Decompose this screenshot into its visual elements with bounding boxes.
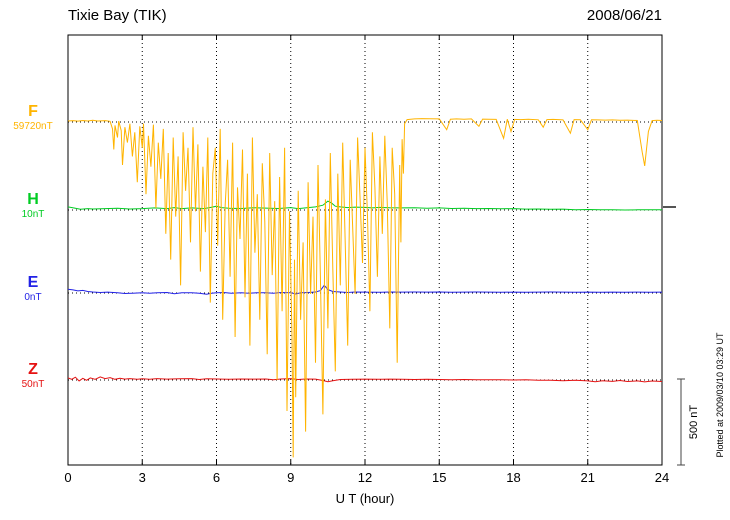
series-baseline-H: 10nT <box>21 209 45 220</box>
plot-date: 2008/06/21 <box>586 7 662 24</box>
series-letter-H: H <box>27 191 39 208</box>
series-baseline-F: 59720nT <box>13 121 53 132</box>
x-tick-label: 12 <box>357 470 373 485</box>
x-tick-label: 21 <box>580 470 595 485</box>
x-tick-label: 6 <box>212 470 221 485</box>
series-label-F: F 59720nT <box>4 104 62 133</box>
series-baseline-Z: 50nT <box>21 379 45 390</box>
series-label-E: E 0nT <box>4 275 62 304</box>
series-label-H: H 10nT <box>4 192 62 221</box>
x-tick-label: 18 <box>506 470 521 485</box>
series-label-Z: Z 50nT <box>4 362 62 391</box>
x-tick-label: 15 <box>432 470 447 485</box>
series-E-trace <box>68 284 662 295</box>
grid <box>67 35 663 465</box>
x-tick-label: 9 <box>287 470 295 485</box>
series-letter-E: E <box>27 274 39 291</box>
series-letter-Z: Z <box>28 361 38 378</box>
scale-bar-label: 500 nT <box>688 404 700 440</box>
scale-bar <box>677 378 685 466</box>
station-title: Tixie Bay (TIK) <box>68 7 167 24</box>
series-Z-trace <box>68 376 662 383</box>
series-F-trace <box>68 118 662 458</box>
x-tick-label: 3 <box>138 470 146 485</box>
x-tick-label: 24 <box>654 470 670 485</box>
x-tick-label: 0 <box>64 470 72 485</box>
series-H-trace <box>68 200 662 211</box>
x-axis-label: U T (hour) <box>335 491 395 506</box>
plotted-at-note: Plotted at 2009/03/10 03:29 UT <box>715 332 725 458</box>
series-baseline-E: 0nT <box>24 292 42 303</box>
series-letter-F: F <box>28 103 38 120</box>
plot-border <box>67 34 663 466</box>
